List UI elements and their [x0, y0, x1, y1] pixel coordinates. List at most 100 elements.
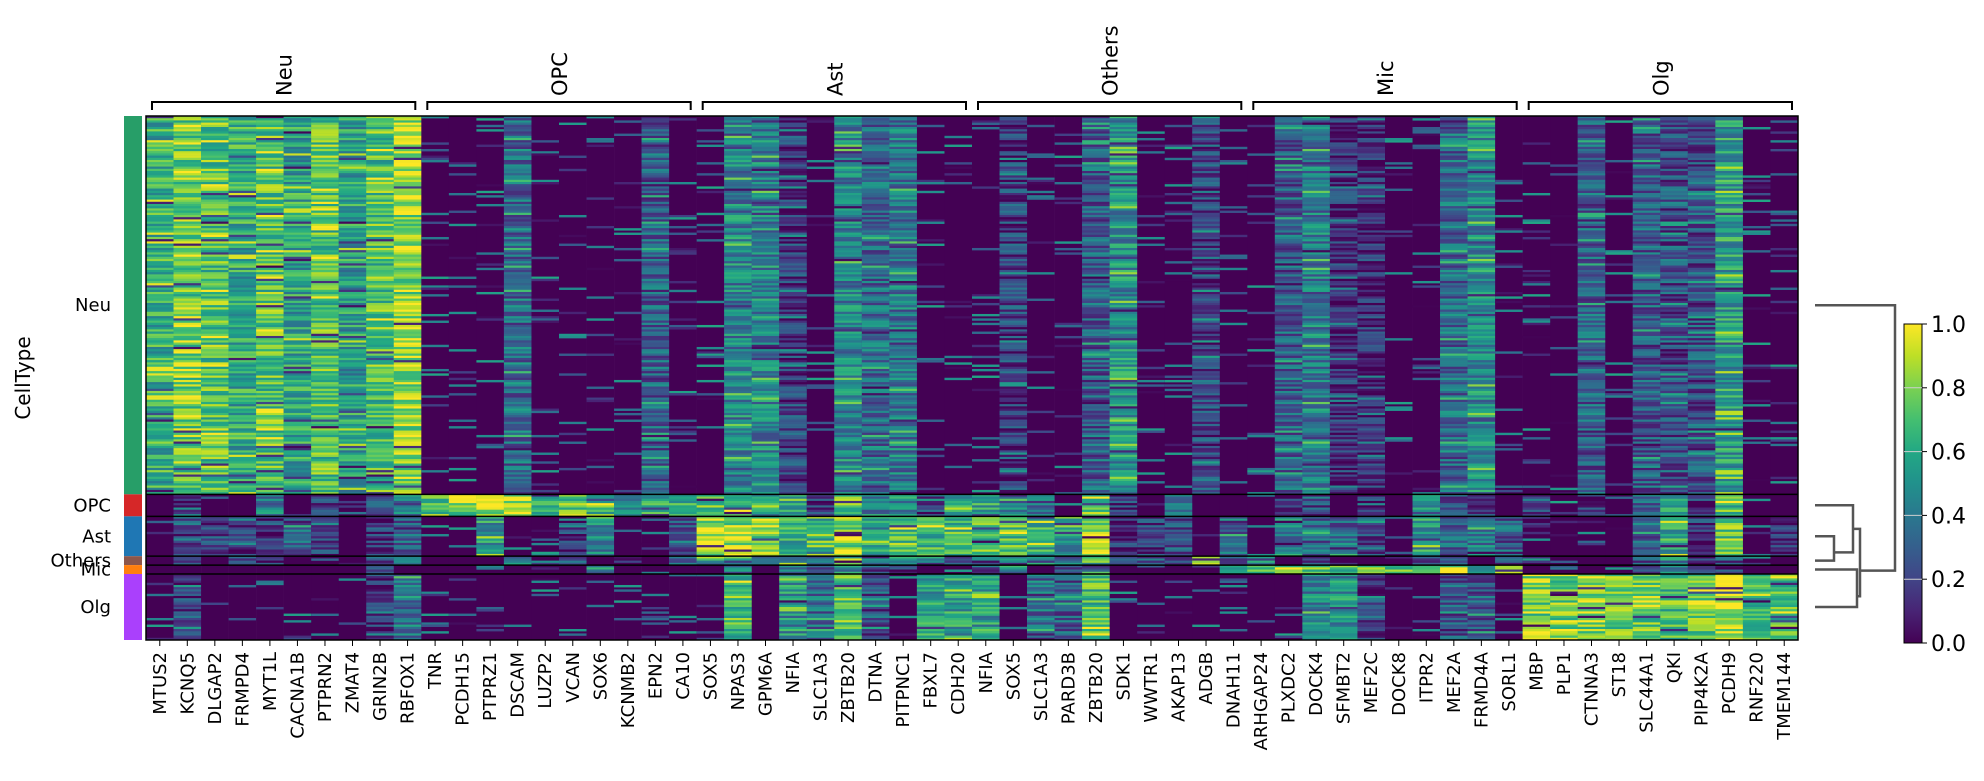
heatmap-cell [228, 261, 257, 264]
heatmap-cell [1192, 478, 1221, 482]
heatmap-cell [999, 472, 1028, 475]
heatmap-cell [338, 170, 367, 174]
heatmap-cell [1329, 386, 1358, 389]
heatmap-cell [1357, 386, 1386, 389]
heatmap-cell [393, 322, 422, 326]
heatmap-cell [366, 401, 395, 405]
heatmap-cell [393, 371, 422, 374]
heatmap-cell [1357, 212, 1386, 216]
heatmap-cell [1302, 122, 1331, 125]
heatmap-cell [779, 236, 808, 240]
heatmap-cell [1192, 162, 1221, 165]
heatmap-cell [338, 241, 367, 244]
heatmap-cell [724, 441, 753, 444]
heatmap-cell [1192, 415, 1221, 418]
heatmap-cell [503, 232, 532, 235]
heatmap-cell [366, 353, 395, 356]
heatmap-cell [999, 175, 1028, 178]
heatmap-cell [1274, 280, 1303, 284]
heatmap-cell [641, 241, 670, 244]
heatmap-cell [1274, 142, 1303, 145]
heatmap-cell [1357, 377, 1386, 381]
heatmap-cell [393, 300, 422, 304]
heatmap-cell [861, 430, 890, 433]
heatmap-cell [1054, 335, 1083, 339]
heatmap-cell [421, 157, 450, 161]
heatmap-cell [1329, 485, 1358, 488]
heatmap-cell [751, 412, 780, 416]
heatmap-cell [834, 278, 863, 282]
heatmap-cell [1274, 265, 1303, 268]
heatmap-cell [201, 401, 229, 405]
heatmap-cell [201, 371, 229, 374]
heatmap-cell [311, 472, 340, 475]
heatmap-cell [1329, 144, 1358, 147]
heatmap-cell [1302, 406, 1331, 409]
heatmap-cell [146, 168, 174, 172]
heatmap-cell [1082, 217, 1110, 220]
heatmap-cell [1329, 267, 1358, 271]
heatmap-cell [999, 331, 1028, 334]
heatmap-cell [283, 353, 312, 356]
heatmap-cell [724, 283, 753, 286]
heatmap-cell [1164, 342, 1193, 345]
heatmap-cell [503, 426, 532, 429]
heatmap-cell [531, 470, 560, 473]
heatmap-cell [146, 327, 174, 330]
heatmap-cell [724, 476, 753, 480]
heatmap-cell [751, 364, 780, 367]
heatmap-cell [1137, 236, 1166, 240]
heatmap-cell [228, 492, 257, 495]
heatmap-cell [503, 386, 532, 389]
heatmap-cell [1082, 300, 1110, 304]
heatmap-cell [311, 127, 340, 130]
heatmap-cell [889, 476, 918, 480]
heatmap-cell [1357, 124, 1386, 128]
heatmap-cell [1082, 390, 1110, 394]
heatmap-cell [256, 338, 284, 341]
heatmap-cell [228, 206, 257, 209]
heatmap-cell [641, 254, 670, 257]
heatmap-cell [1109, 386, 1138, 389]
heatmap-cell [1357, 395, 1386, 398]
heatmap-cell [366, 223, 395, 227]
heatmap-cell [559, 335, 587, 339]
heatmap-cell [256, 384, 284, 387]
heatmap-cell [503, 201, 532, 205]
heatmap-cell [751, 399, 780, 403]
heatmap-cell [146, 133, 174, 136]
heatmap-cell [861, 250, 890, 253]
heatmap-cell [834, 140, 863, 143]
heatmap-cell [779, 467, 808, 471]
heatmap-cell [338, 340, 367, 343]
heatmap-cell [1137, 428, 1166, 431]
heatmap-cell [393, 467, 422, 471]
heatmap-cell [916, 300, 945, 304]
heatmap-cell [1219, 481, 1248, 484]
heatmap-cell [283, 373, 312, 376]
heatmap-cell [1109, 338, 1138, 341]
heatmap-cell [889, 366, 918, 370]
heatmap-cell [201, 254, 229, 257]
heatmap-cell [834, 318, 863, 321]
heatmap-cell [779, 254, 808, 257]
heatmap-cell [972, 364, 1000, 367]
heatmap-cell [503, 463, 532, 466]
heatmap-cell [751, 388, 780, 392]
heatmap-cell [338, 252, 367, 255]
heatmap-cell [614, 206, 642, 209]
heatmap-cell [1192, 230, 1221, 233]
heatmap-cell [1137, 138, 1166, 141]
heatmap-cell [1247, 472, 1276, 475]
heatmap-cell [338, 316, 367, 319]
heatmap-cell [393, 450, 422, 453]
heatmap-cell [641, 186, 670, 189]
heatmap-cell [889, 390, 918, 394]
heatmap-cell [614, 338, 642, 341]
heatmap-cell [889, 170, 918, 174]
heatmap-cell [751, 256, 780, 260]
heatmap-cell [751, 331, 780, 334]
heatmap-cell [1302, 307, 1331, 310]
heatmap-cell [173, 294, 202, 297]
heatmap-cell [696, 129, 725, 132]
